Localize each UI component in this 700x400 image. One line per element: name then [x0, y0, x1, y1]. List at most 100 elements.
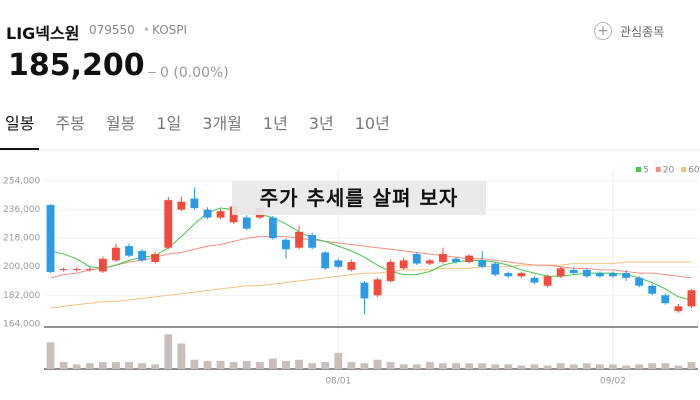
candle-body: [517, 273, 526, 277]
volume-bar: [609, 364, 617, 369]
volume-bar: [308, 363, 317, 369]
tab[interactable]: 월봉: [105, 114, 136, 133]
volume-bar: [478, 363, 487, 369]
candle-body: [216, 211, 225, 218]
ma-line: [50, 207, 692, 301]
candle-body: [164, 200, 173, 248]
candle-body: [595, 273, 604, 277]
candle-body: [530, 277, 539, 283]
volume-bar: [295, 359, 303, 369]
add-icon[interactable]: +: [594, 22, 612, 40]
volume-bar: [203, 360, 212, 369]
candle-body: [399, 260, 408, 269]
volume-bar: [543, 365, 552, 369]
volume-bar: [164, 334, 173, 369]
candle-body: [622, 273, 630, 278]
candle-body: [661, 295, 670, 304]
candle-body: [85, 269, 94, 271]
candle-body: [491, 263, 500, 275]
candle-body: [268, 217, 277, 239]
legend-swatch: [636, 167, 641, 172]
volume-bar: [321, 362, 330, 369]
x-tick-label: 09/02: [600, 377, 626, 387]
market: KOSPI: [152, 23, 188, 37]
volume-bar: [177, 343, 186, 369]
candle-body: [556, 268, 565, 277]
tab[interactable]: 3개월: [202, 114, 242, 133]
candle-body: [282, 239, 290, 250]
separator: •: [143, 23, 151, 37]
candle-body: [177, 201, 186, 210]
candle-body: [543, 276, 552, 286]
tab[interactable]: 일봉: [0, 110, 40, 150]
volume-bar: [242, 360, 251, 369]
volume-bar: [347, 362, 356, 369]
volume-bar: [46, 342, 55, 369]
stock-code: 079550: [89, 23, 135, 37]
candle-body: [334, 260, 343, 267]
y-tick-label: 182,000: [3, 291, 40, 301]
volume-bar: [138, 363, 147, 369]
y-tick-label: 254,000: [3, 177, 40, 187]
y-tick-label: 200,000: [3, 262, 40, 272]
legend-swatch: [655, 167, 661, 172]
price: 185,200: [8, 48, 145, 83]
candle-body: [635, 277, 644, 286]
candle-body: [569, 269, 578, 274]
volume-bar: [439, 363, 447, 369]
candle-body: [478, 260, 487, 267]
ma-line: [50, 261, 692, 309]
candle-body: [386, 261, 395, 282]
volume-bar: [85, 363, 94, 369]
candle-body: [648, 285, 657, 294]
volume-bar: [635, 364, 644, 369]
candle-body: [504, 273, 513, 277]
y-tick-label: 218,000: [3, 234, 40, 244]
ma-line: [50, 236, 692, 279]
tab[interactable]: 3년: [308, 114, 334, 133]
candle-body: [46, 205, 55, 272]
candle-body: [674, 306, 683, 312]
candle-body: [321, 252, 330, 269]
volume-bar: [687, 362, 696, 369]
candle-body: [190, 198, 199, 209]
volume-bar: [582, 363, 591, 369]
volume-bar: [569, 364, 578, 369]
candle-body: [138, 250, 147, 261]
volume-bar: [412, 364, 421, 369]
candle-body: [98, 258, 107, 272]
volume-bar: [255, 362, 264, 369]
volume-bar: [151, 364, 160, 369]
stock-name: LIG넥스원: [6, 24, 80, 43]
legend-swatch: [681, 167, 687, 172]
candle-body: [347, 261, 356, 270]
tab[interactable]: 1년: [262, 114, 288, 133]
candle-body: [203, 209, 212, 218]
candle-body: [609, 273, 617, 277]
volume-bar: [59, 362, 68, 369]
change: 0 (0.00%): [160, 65, 229, 81]
flat-icon: [148, 72, 156, 73]
candle-body: [412, 254, 421, 264]
candle-body: [59, 269, 68, 271]
volume-bar: [425, 362, 434, 369]
legend-label: 5: [643, 166, 649, 176]
candle-body: [439, 254, 447, 262]
volume-bar: [530, 364, 539, 369]
candle-body: [295, 231, 303, 248]
tab[interactable]: 10년: [354, 114, 390, 133]
tab[interactable]: 1일: [156, 114, 182, 133]
candle-body: [373, 279, 382, 296]
watch-button[interactable]: 관심종목: [620, 25, 665, 39]
volume-bar: [334, 352, 343, 369]
volume-bar: [360, 363, 369, 369]
candle-body: [582, 269, 591, 277]
volume-bar: [72, 364, 81, 369]
volume-bar: [229, 362, 238, 369]
candle-body: [112, 247, 120, 261]
volume-bar: [268, 358, 277, 369]
tab[interactable]: 주봉: [55, 114, 85, 133]
volume-bar: [386, 362, 395, 369]
volume-bar: [674, 365, 683, 369]
candle-body: [687, 290, 696, 307]
